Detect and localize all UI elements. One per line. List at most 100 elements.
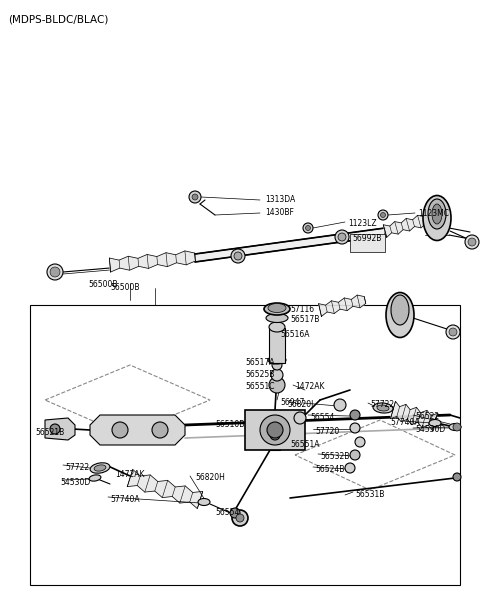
Circle shape — [271, 369, 283, 381]
Text: 57740A: 57740A — [110, 495, 140, 504]
Ellipse shape — [432, 204, 442, 224]
Circle shape — [449, 328, 457, 336]
Circle shape — [453, 423, 461, 431]
Polygon shape — [245, 410, 305, 450]
Text: 56516A: 56516A — [280, 330, 310, 339]
Bar — [269, 328, 285, 363]
Text: 56522: 56522 — [415, 412, 439, 421]
Text: 57116: 57116 — [290, 305, 314, 314]
Circle shape — [350, 423, 360, 433]
Text: 56551C: 56551C — [245, 382, 275, 391]
Ellipse shape — [391, 295, 409, 325]
Circle shape — [446, 325, 460, 339]
Circle shape — [192, 194, 198, 200]
Bar — [30, 305, 460, 585]
Text: 1472AK: 1472AK — [115, 470, 144, 479]
Circle shape — [305, 225, 311, 231]
Circle shape — [267, 422, 283, 438]
Circle shape — [270, 430, 280, 440]
Text: 56524B: 56524B — [315, 465, 344, 474]
Circle shape — [230, 508, 240, 518]
Polygon shape — [127, 470, 203, 508]
Text: 1430BF: 1430BF — [265, 208, 294, 217]
Ellipse shape — [89, 475, 101, 481]
Polygon shape — [195, 228, 385, 262]
Ellipse shape — [269, 322, 285, 332]
Circle shape — [335, 230, 349, 244]
Text: 56521B: 56521B — [35, 428, 64, 437]
Text: 56820H: 56820H — [195, 473, 225, 482]
Circle shape — [303, 223, 313, 233]
Circle shape — [272, 360, 282, 370]
Ellipse shape — [268, 356, 286, 364]
Text: 56947: 56947 — [280, 398, 304, 407]
Polygon shape — [391, 401, 437, 431]
Text: 1123LZ: 1123LZ — [348, 219, 377, 228]
Circle shape — [269, 377, 285, 393]
Circle shape — [152, 422, 168, 438]
Polygon shape — [90, 415, 185, 445]
Text: 56517A: 56517A — [245, 358, 275, 367]
Text: 1123MC: 1123MC — [418, 209, 449, 218]
Text: 56525B: 56525B — [245, 370, 275, 379]
Circle shape — [378, 210, 388, 220]
Ellipse shape — [264, 303, 290, 315]
Text: 1313DA: 1313DA — [265, 195, 295, 204]
Text: 56510B: 56510B — [215, 420, 244, 429]
Text: 56500B: 56500B — [88, 280, 118, 289]
Polygon shape — [109, 251, 195, 272]
Ellipse shape — [90, 462, 110, 473]
Circle shape — [468, 238, 476, 246]
Ellipse shape — [266, 313, 288, 322]
Circle shape — [231, 249, 245, 263]
Circle shape — [50, 424, 60, 434]
Text: 56554: 56554 — [215, 508, 240, 517]
Ellipse shape — [386, 293, 414, 337]
Circle shape — [112, 422, 128, 438]
Circle shape — [355, 437, 365, 447]
Circle shape — [236, 514, 244, 522]
Text: (MDPS-BLDC/BLAC): (MDPS-BLDC/BLAC) — [8, 15, 108, 25]
Circle shape — [338, 233, 346, 241]
Text: 57722: 57722 — [370, 400, 394, 409]
Ellipse shape — [268, 303, 286, 312]
Text: 56551A: 56551A — [290, 440, 320, 449]
Text: 56532B: 56532B — [320, 452, 349, 461]
Polygon shape — [383, 215, 426, 237]
Circle shape — [350, 410, 360, 420]
Circle shape — [294, 412, 306, 424]
Ellipse shape — [428, 199, 446, 229]
Polygon shape — [45, 418, 75, 440]
Circle shape — [465, 235, 479, 249]
Ellipse shape — [429, 420, 441, 427]
Ellipse shape — [198, 498, 210, 505]
Ellipse shape — [94, 465, 106, 471]
Circle shape — [381, 213, 385, 218]
Text: 56992B: 56992B — [352, 234, 382, 243]
Ellipse shape — [423, 195, 451, 241]
Circle shape — [345, 463, 355, 473]
Text: 1472AK: 1472AK — [295, 382, 324, 391]
Text: 56500B: 56500B — [110, 283, 140, 292]
Circle shape — [232, 510, 248, 526]
Text: 57722: 57722 — [65, 463, 89, 472]
Circle shape — [189, 191, 201, 203]
Ellipse shape — [377, 405, 389, 411]
Circle shape — [350, 450, 360, 460]
Text: 56554: 56554 — [310, 413, 335, 422]
Circle shape — [453, 473, 461, 481]
Text: 57720: 57720 — [315, 427, 339, 436]
Bar — [350, 234, 385, 252]
Circle shape — [234, 252, 242, 260]
Circle shape — [260, 415, 290, 445]
Text: 56517B: 56517B — [290, 315, 319, 324]
Ellipse shape — [449, 424, 461, 430]
Circle shape — [47, 264, 63, 280]
Text: 56820J: 56820J — [287, 400, 313, 409]
Text: 56531B: 56531B — [355, 490, 384, 499]
Circle shape — [334, 399, 346, 411]
Ellipse shape — [373, 403, 393, 413]
Polygon shape — [319, 295, 366, 316]
Text: 57740A: 57740A — [390, 418, 420, 427]
Text: 54530D: 54530D — [415, 425, 445, 434]
